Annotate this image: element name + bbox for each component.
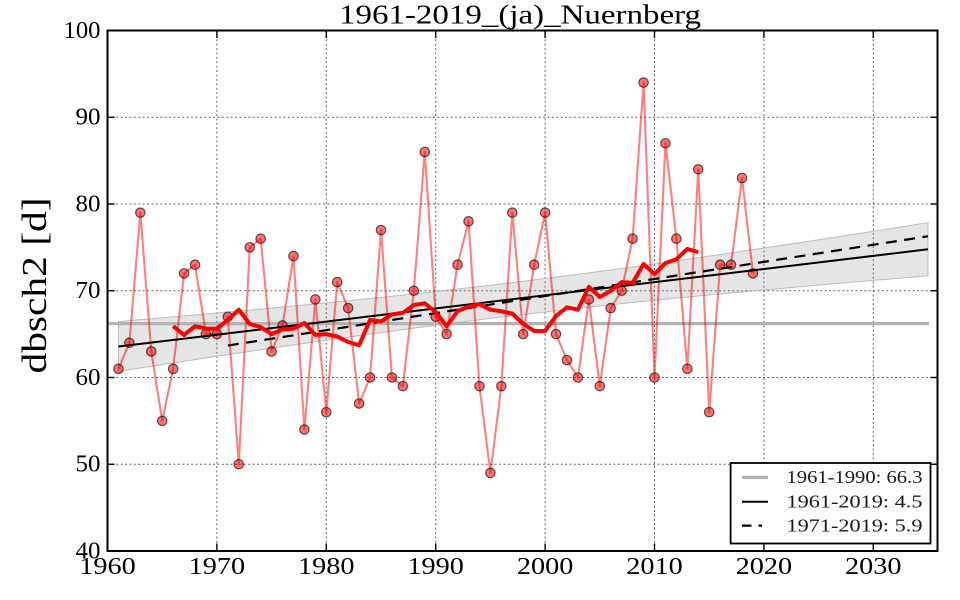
svg-text:1970: 1970 <box>189 554 246 580</box>
svg-text:90: 90 <box>76 105 101 131</box>
svg-text:2000: 2000 <box>517 554 574 580</box>
svg-text:40: 40 <box>76 538 101 564</box>
svg-text:1960: 1960 <box>79 554 136 580</box>
svg-text:1980: 1980 <box>298 554 355 580</box>
svg-text:80: 80 <box>76 191 101 217</box>
svg-text:1961-2019: 4.5: 1961-2019: 4.5 <box>787 492 923 512</box>
svg-text:2010: 2010 <box>626 554 683 580</box>
svg-text:70: 70 <box>76 278 101 304</box>
svg-text:1971-2019: 5.9: 1971-2019: 5.9 <box>787 515 923 535</box>
svg-text:dbsch2 [d]: dbsch2 [d] <box>15 198 54 374</box>
svg-text:1961-1990: 66.3: 1961-1990: 66.3 <box>787 467 923 487</box>
svg-text:50: 50 <box>76 452 101 478</box>
svg-text:2020: 2020 <box>736 554 793 580</box>
svg-text:1961-2019_(ja)_Nuernberg: 1961-2019_(ja)_Nuernberg <box>339 0 701 30</box>
svg-text:100: 100 <box>64 18 101 44</box>
svg-text:60: 60 <box>76 365 101 391</box>
svg-text:2030: 2030 <box>845 554 902 580</box>
svg-text:1990: 1990 <box>407 554 464 580</box>
